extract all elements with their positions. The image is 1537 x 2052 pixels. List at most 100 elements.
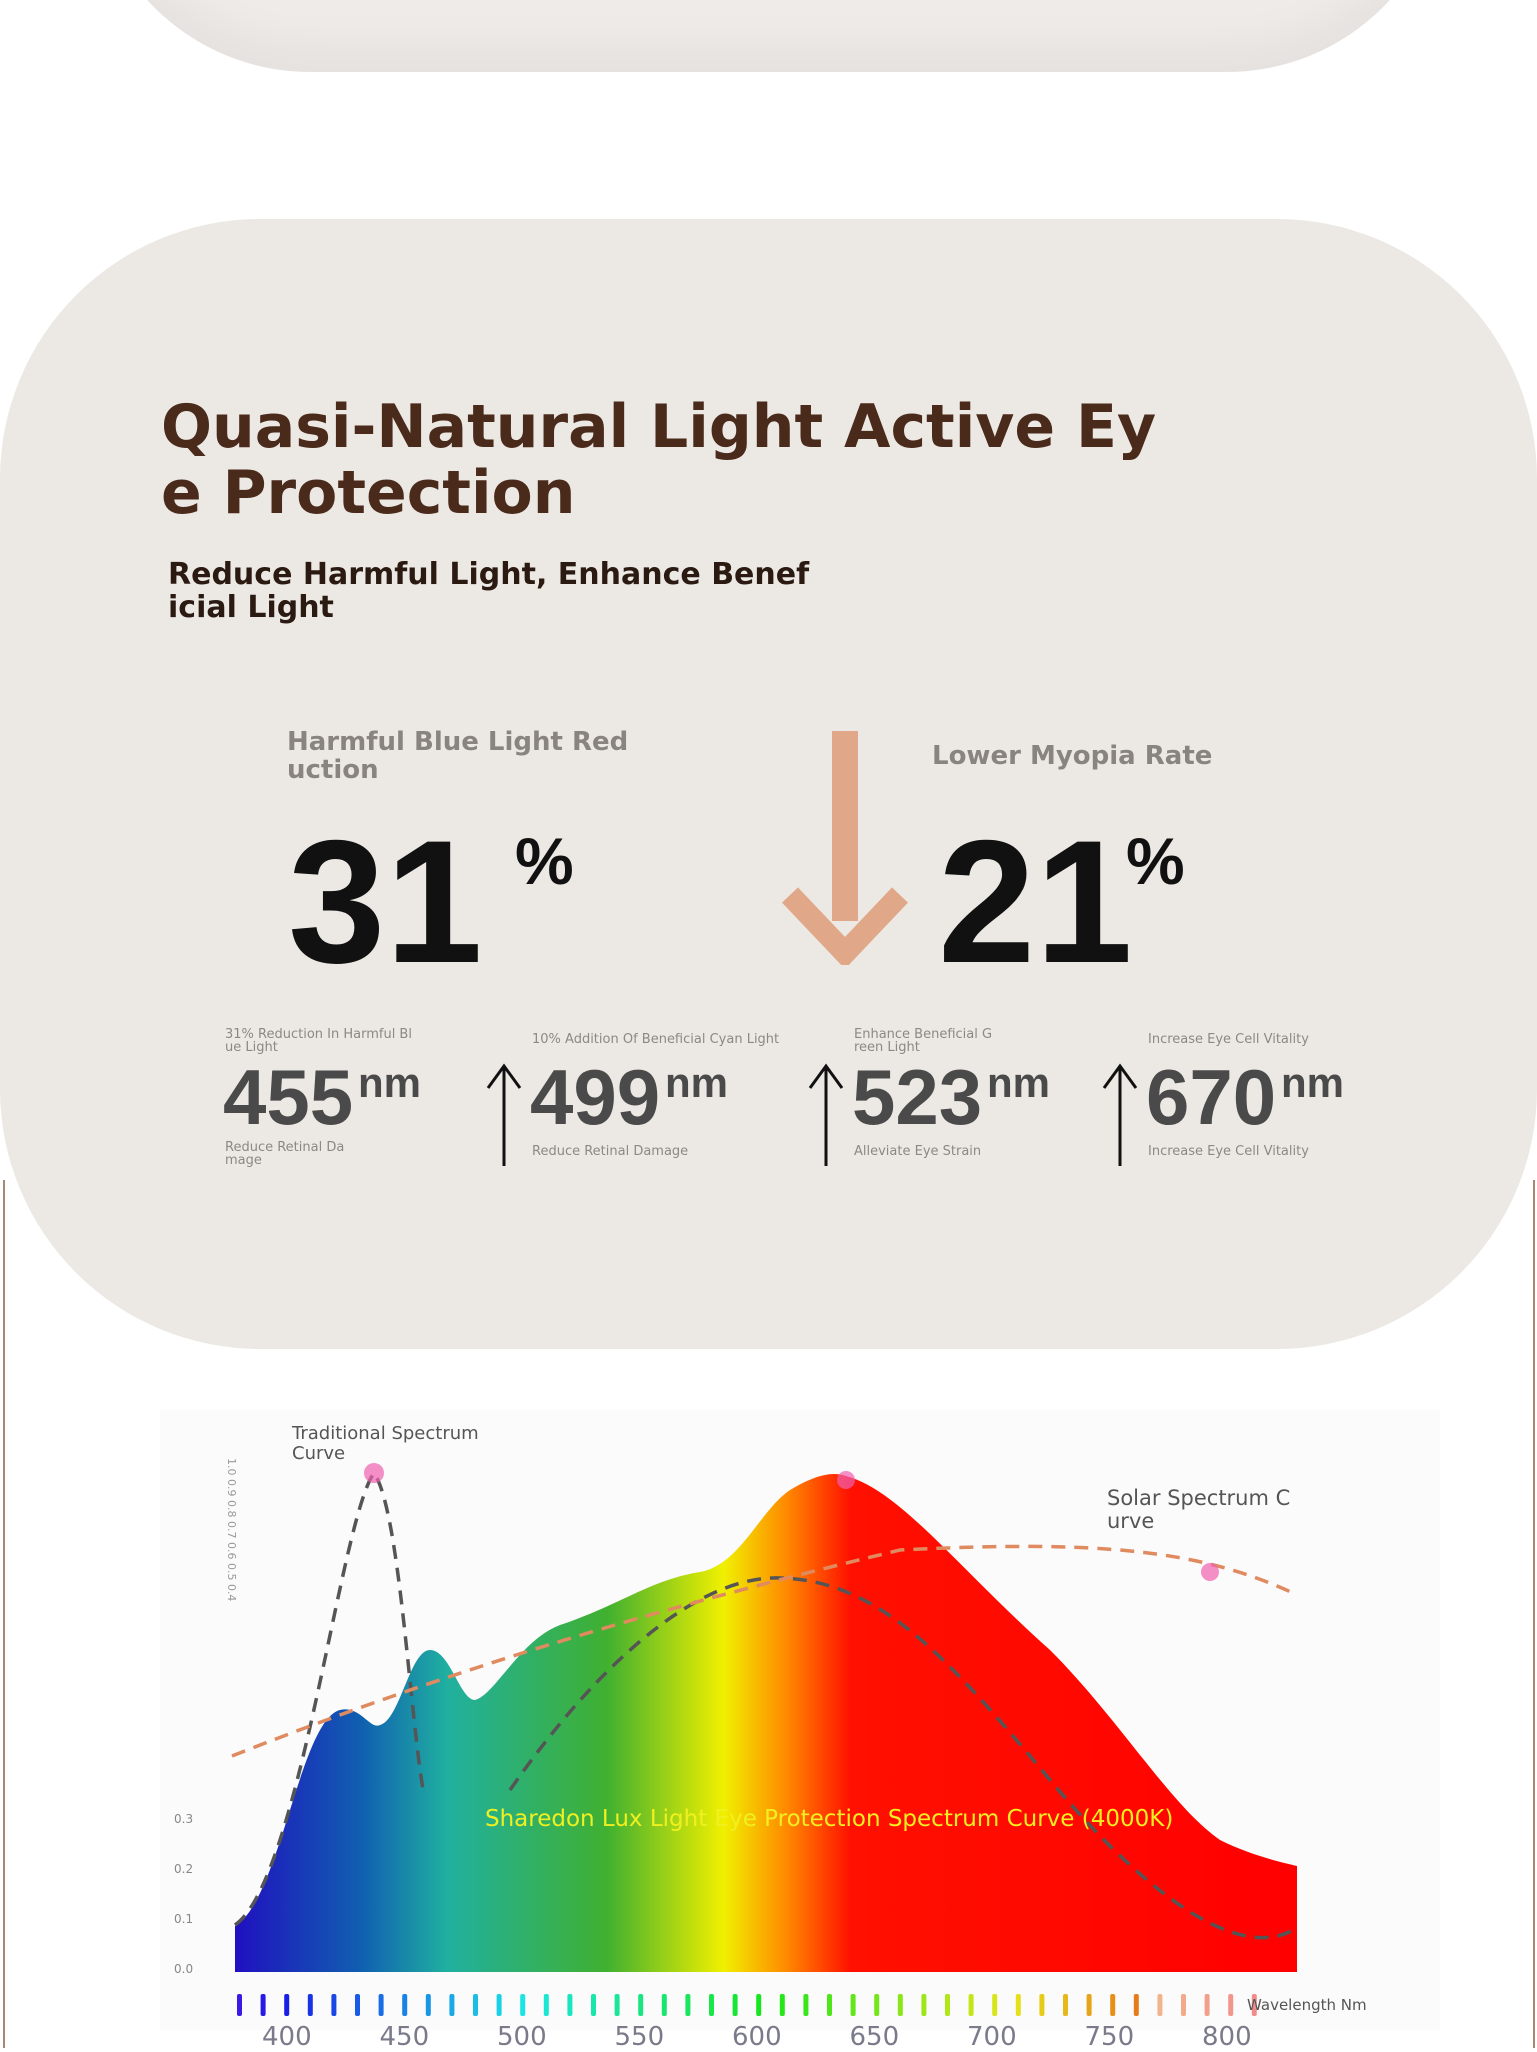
border-line (3, 1180, 5, 2048)
down-arrow (782, 731, 908, 965)
curve-label: urve (1107, 1509, 1155, 1533)
y-tick-label: 0.3 (174, 1812, 194, 1826)
x-tick-label: 450 (379, 2022, 430, 2052)
top-card (90, 0, 1447, 72)
color-tick (897, 1994, 903, 2016)
arrow-shaft (832, 731, 858, 921)
color-tick (1157, 1994, 1163, 2016)
wavelength-note: Alleviate Eye Strain (854, 1144, 982, 1159)
wavelength-note: 31% Reduction In Harmful Bl (225, 1027, 412, 1042)
color-tick (661, 1994, 667, 2016)
color-tick (473, 1994, 478, 2016)
title: e Protection (161, 458, 576, 528)
color-tick (543, 1994, 549, 2016)
curve-label: Traditional Spectrum (292, 1423, 479, 1444)
up-arrow (1102, 1063, 1138, 1166)
arrow-head (486, 1063, 522, 1089)
wavelength-note: 10% Addition Of Beneficial Cyan Light (532, 1032, 780, 1047)
wavelength-number: 523 (852, 1053, 983, 1141)
border-line (1533, 1180, 1535, 2048)
y-tick-label: 0.2 (174, 1862, 194, 1876)
peak-marker (1201, 1563, 1219, 1581)
color-tick (1039, 1994, 1045, 2016)
peak-marker (837, 1471, 855, 1489)
color-tick (1251, 1994, 1257, 2016)
x-tick-label: 600 (732, 2022, 782, 2052)
color-tick (1086, 1994, 1092, 2016)
wavelength-unit: nm (358, 1059, 421, 1106)
wavelength-unit: nm (987, 1059, 1050, 1106)
arrow-head (782, 887, 908, 965)
wavelength-note: Reduce Retinal Damage (532, 1144, 689, 1159)
color-tick (992, 1994, 998, 2016)
feature-card (0, 219, 1537, 1349)
color-tick (591, 1994, 596, 2016)
stat-number: 21 (938, 805, 1133, 1000)
color-tick (732, 1994, 738, 2016)
color-tick (709, 1994, 714, 2016)
x-tick-label: 400 (262, 2022, 312, 2052)
wavelength-note: ue Light (225, 1040, 278, 1055)
color-tick (850, 1994, 856, 2016)
wavelength-unit: nm (665, 1059, 728, 1106)
stat-unit: % (515, 824, 574, 898)
wavelength-note: Reduce Retinal Da (225, 1140, 345, 1155)
color-tick (1181, 1994, 1186, 2016)
color-tick (874, 1994, 880, 2016)
color-tick (756, 1994, 762, 2016)
traditional-curve (508, 1576, 1294, 1940)
color-tick (921, 1994, 927, 2016)
solar-curve (231, 1544, 1294, 1758)
arrow-head (1102, 1063, 1138, 1089)
color-tick (496, 1994, 502, 2016)
color-tick (968, 1994, 974, 2016)
arrow-head (808, 1063, 844, 1089)
color-tick (425, 1994, 431, 2016)
stat-number: 31 (288, 805, 483, 1000)
peak-marker (364, 1463, 384, 1483)
color-tick (827, 1994, 832, 2016)
spectrum-area (235, 1473, 1297, 1972)
color-tick (307, 1994, 313, 2016)
color-tick (1228, 1994, 1234, 2016)
color-tick (237, 1994, 242, 2016)
subtitle: Reduce Harmful Light, Enhance Benef (168, 557, 810, 592)
stat-unit: % (1126, 824, 1185, 898)
up-arrow (808, 1063, 844, 1166)
color-tick (803, 1994, 809, 2016)
rotated-scale: 1.0 0.9 0.8 0.7 0.6 0.5 0.4 (225, 1458, 238, 1602)
color-tick (520, 1994, 526, 2016)
x-tick-label: 550 (614, 2022, 665, 2052)
stat-label: Lower Myopia Rate (932, 741, 1213, 771)
wavelength-note: Increase Eye Cell Vitality (1148, 1032, 1309, 1047)
subtitle: icial Light (168, 590, 334, 625)
color-tick (1204, 1994, 1210, 2016)
wavelength-note: Enhance Beneficial G (854, 1027, 993, 1042)
color-tick (1063, 1994, 1068, 2016)
wavelength-number: 455 (223, 1053, 354, 1141)
title: Quasi-Natural Light Active Ey (161, 392, 1157, 462)
stat-label: Harmful Blue Light Red (287, 727, 629, 757)
wavelength-note: Increase Eye Cell Vitality (1148, 1144, 1309, 1159)
spectrum-chart (160, 1410, 1440, 2030)
color-tick (779, 1994, 785, 2016)
color-tick (1133, 1994, 1139, 2016)
color-tick (567, 1994, 573, 2016)
color-tick (449, 1994, 455, 2016)
color-tick (402, 1994, 408, 2016)
x-axis-label: Wavelength Nm (1247, 1996, 1367, 2014)
x-tick-label: 700 (967, 2022, 1017, 2052)
color-tick (355, 1994, 360, 2016)
wavelength-unit: nm (1281, 1059, 1344, 1106)
color-tick (1015, 1994, 1021, 2016)
chart-caption: Sharedon Lux Light Eye Protection Spectr… (485, 1806, 1174, 1832)
color-tick (685, 1994, 691, 2016)
color-tick (284, 1994, 290, 2016)
curve-label: Solar Spectrum C (1107, 1486, 1291, 1510)
y-tick-label: 0.1 (174, 1912, 194, 1926)
x-tick-label: 800 (1202, 2022, 1252, 2052)
color-tick (1110, 1994, 1116, 2016)
x-tick-label: 750 (1084, 2022, 1135, 2052)
color-tick (614, 1994, 620, 2016)
